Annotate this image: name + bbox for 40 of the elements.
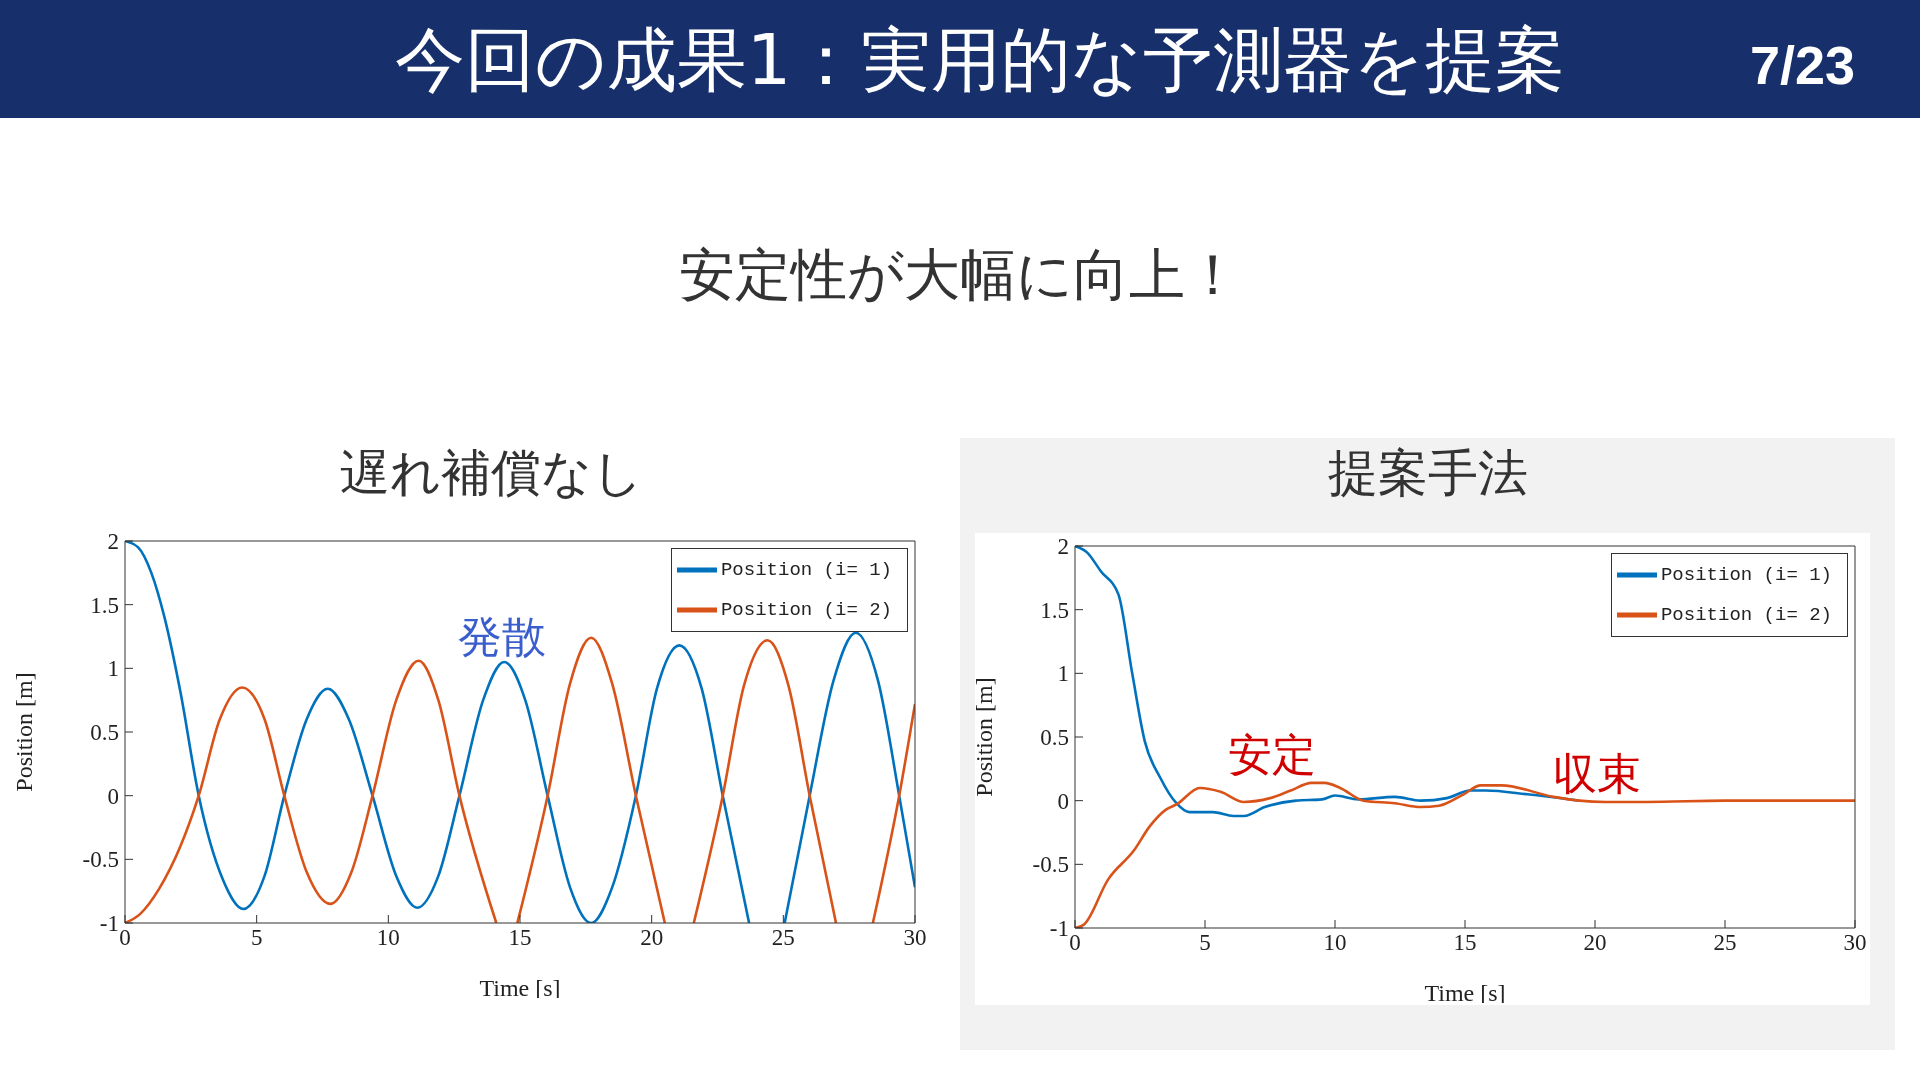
x-tick-label: 15 <box>1453 930 1477 956</box>
legend-label: Position (i= 2) <box>1660 604 1832 627</box>
annotation: 収束 <box>1553 747 1641 801</box>
x-tick-label: 10 <box>1323 930 1347 956</box>
y-tick-label: 0.5 <box>90 720 119 746</box>
y-tick-label: 1 <box>107 656 119 682</box>
x-tick-label: 30 <box>903 925 927 951</box>
y-tick-label: 0.5 <box>1040 725 1069 751</box>
chart-title: 提案手法 <box>1326 443 1529 504</box>
y-tick-label: -1 <box>1049 916 1069 942</box>
y-tick-label: 0 <box>1057 788 1069 814</box>
y-tick-label: -1 <box>99 911 119 937</box>
y-tick-label: -0.5 <box>1032 852 1069 878</box>
y-tick-label: 1.5 <box>90 592 119 618</box>
y-tick-label: 1 <box>1057 661 1069 687</box>
text: 7/23 <box>1749 34 1855 96</box>
x-tick-label: 20 <box>1583 930 1607 956</box>
y-tick-label: 2 <box>107 529 119 555</box>
legend-label: Position (i= 1) <box>720 559 892 582</box>
y-axis-title: Position [m] <box>10 672 37 792</box>
annotation: 発散 <box>458 610 546 664</box>
legend-label: Position (i= 1) <box>1660 564 1832 587</box>
x-tick-label: 25 <box>1713 930 1737 956</box>
text: 今回の成果1：実用的な予測器を提案 <box>393 18 1567 103</box>
y-tick-label: -0.5 <box>82 847 119 873</box>
y-tick-label: 2 <box>1057 534 1069 560</box>
x-tick-label: 10 <box>376 925 400 951</box>
x-tick-label: 5 <box>1199 930 1211 956</box>
y-axis-title: Position [m] <box>970 677 997 797</box>
x-tick-label: 25 <box>771 925 795 951</box>
text: 安定性が大幅に向上！ <box>678 241 1242 309</box>
annotation: 安定 <box>1228 728 1316 782</box>
x-tick-label: 30 <box>1843 930 1867 956</box>
y-tick-label: 1.5 <box>1040 597 1069 623</box>
y-tick-label: 0 <box>107 783 119 809</box>
x-tick-label: 5 <box>250 925 263 951</box>
x-tick-label: 20 <box>640 925 664 951</box>
chart-title: 遅れ補償なし <box>340 444 643 502</box>
x-tick-label: 15 <box>508 925 532 951</box>
legend-label: Position (i= 2) <box>720 599 892 622</box>
